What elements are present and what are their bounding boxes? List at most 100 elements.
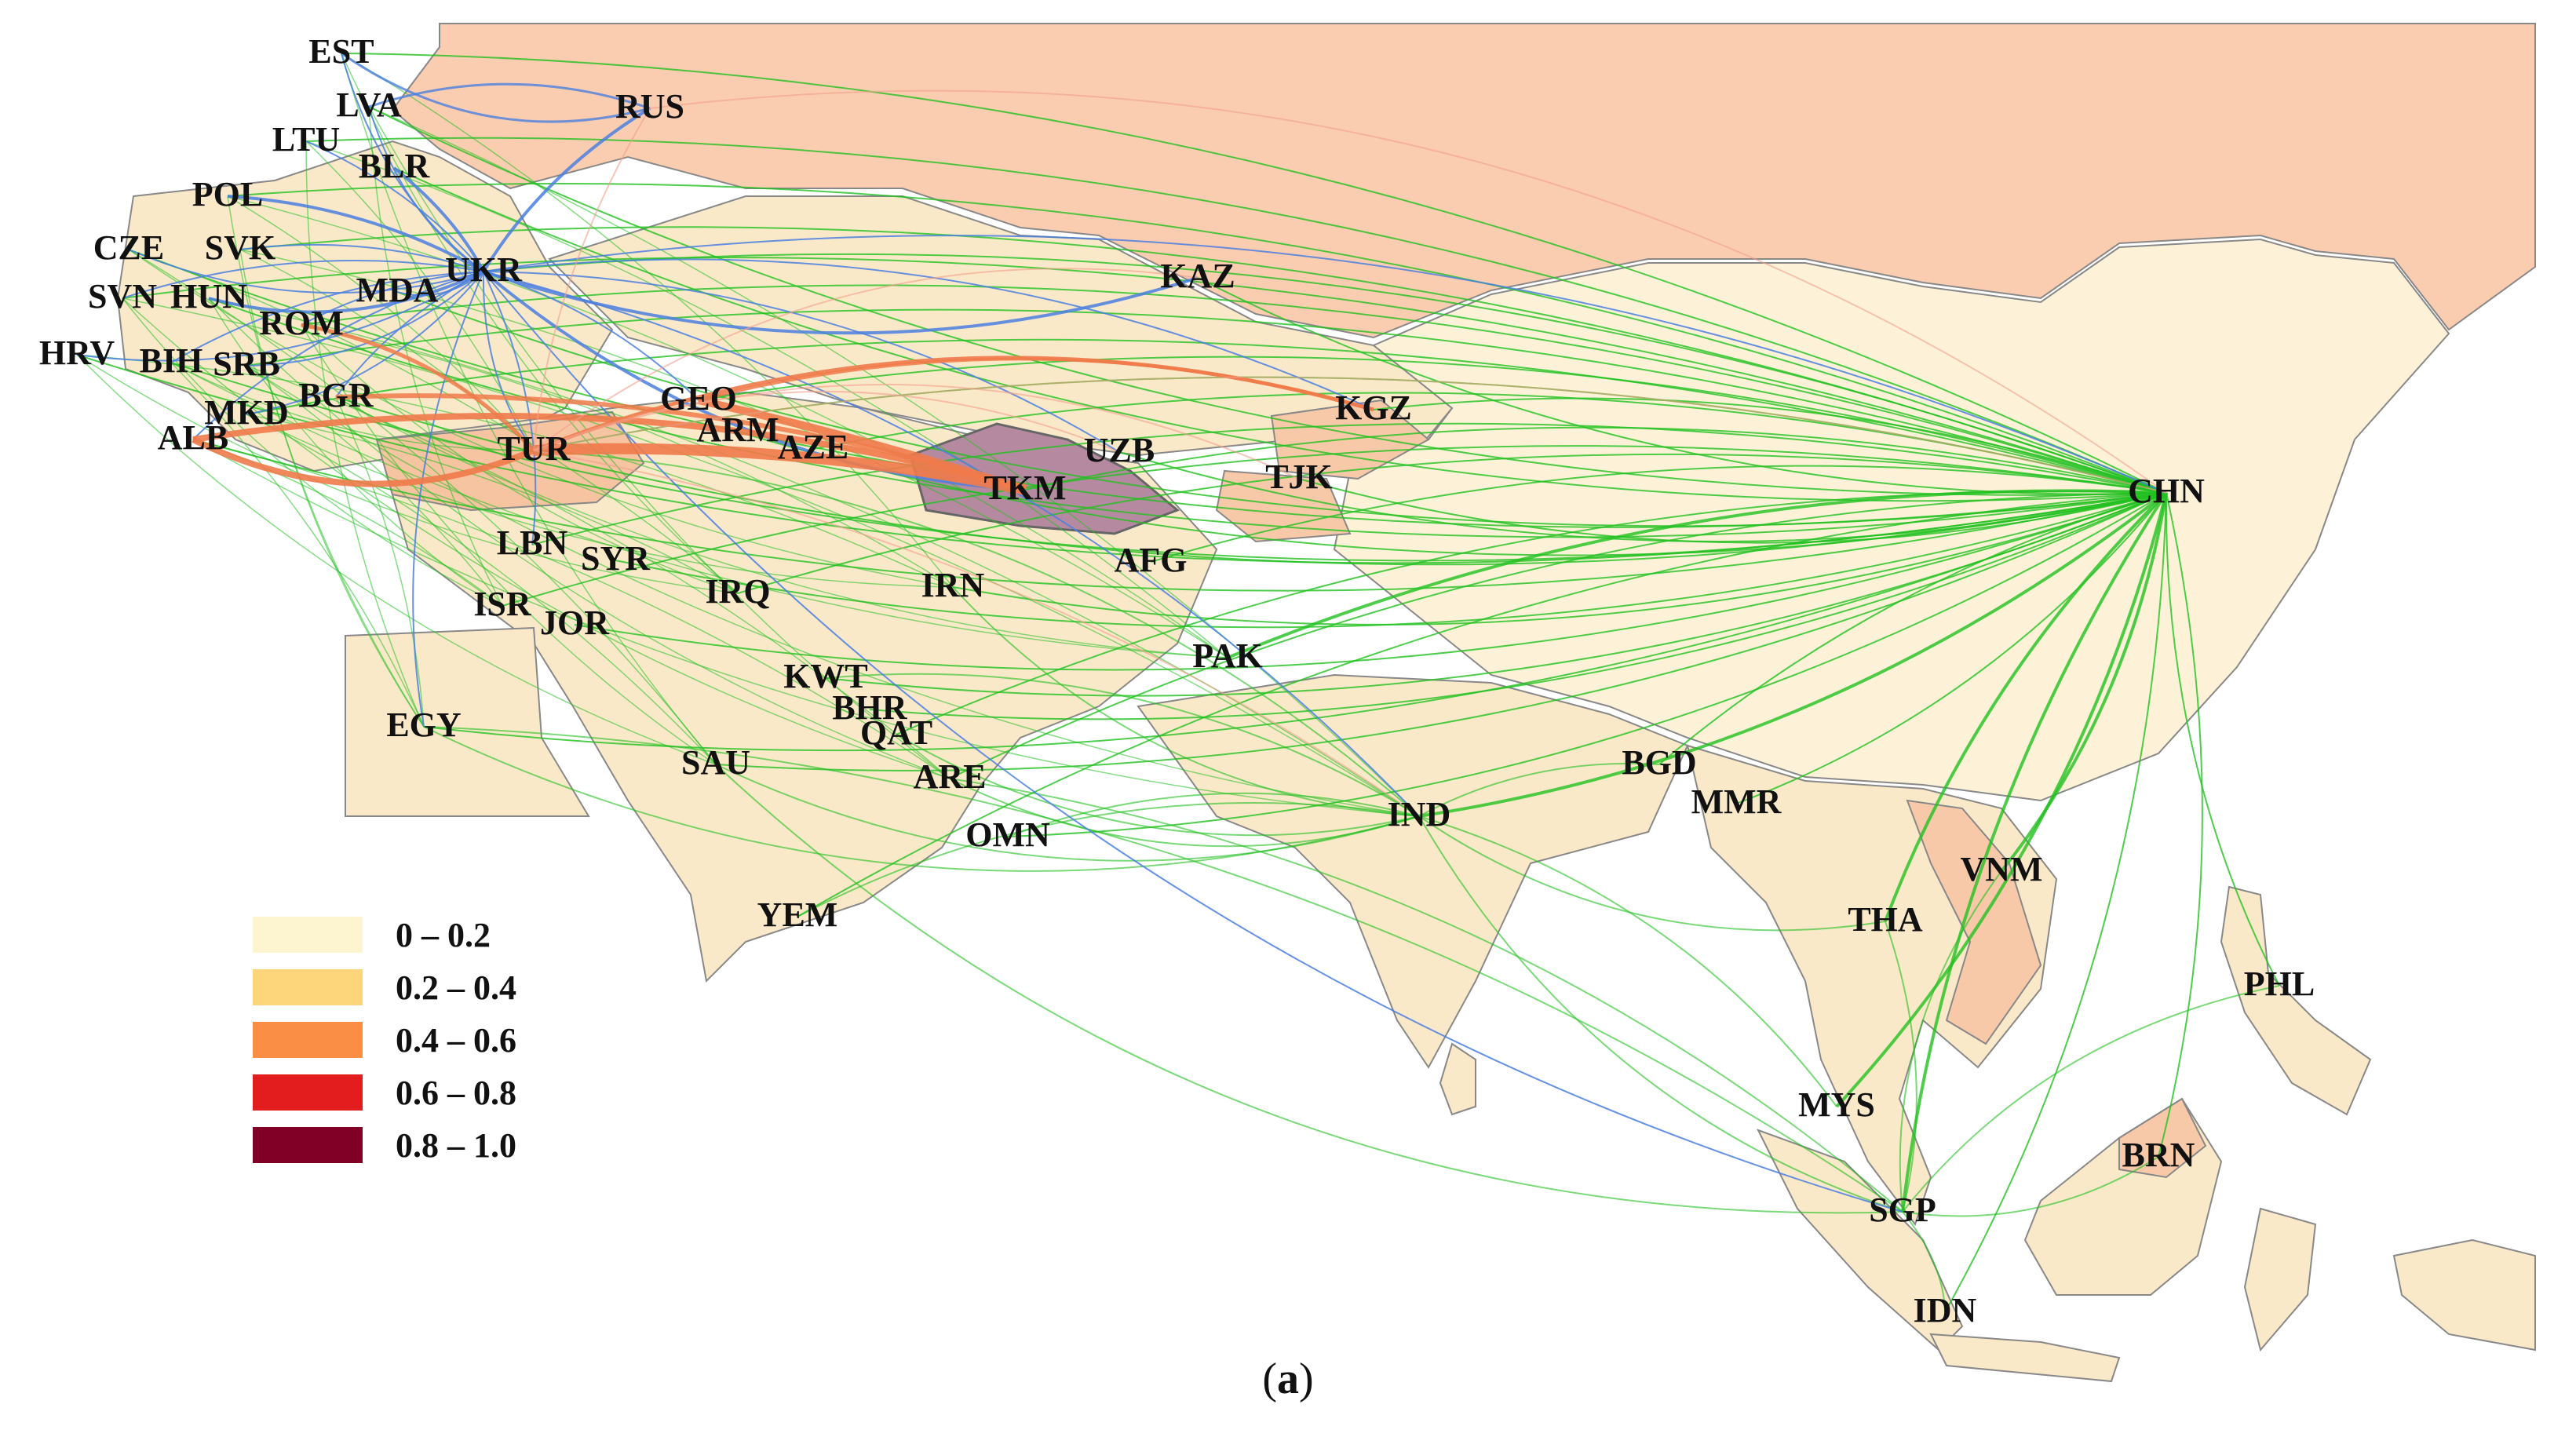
figure-caption: (a) [1262,1355,1314,1403]
flow-ukr-blr [392,166,485,272]
flow-chn-tha [1884,491,2168,922]
flow-chn-tkm [1024,426,2167,494]
flow-est-irn [341,53,954,588]
russia-region [391,23,2536,339]
country-label-arm: ARM [696,410,779,449]
legend-swatch-4 [253,1127,363,1163]
country-label-geo: GEO [660,379,737,418]
flow-chn-est [341,53,2167,494]
country-label-pol: POL [192,175,263,213]
country-label-syr: SYR [581,539,651,578]
country-label-svk: SVK [205,228,275,267]
flow-hun-ind [208,297,1420,817]
flow-chn-svn [122,257,2167,494]
flow-ukr-svk [239,243,484,272]
flow-cze-irn [128,249,954,588]
flow-chn-yem [797,492,2167,917]
flow-ukr-egy [412,271,484,728]
country-label-mmr: MMR [1691,782,1782,821]
flow-lva-isr [368,106,503,607]
flow-chn-uzb [1118,451,2167,542]
flow-ukr-bih [170,271,484,363]
flow-rus-est [341,52,651,123]
country-label-kaz: KAZ [1160,257,1235,295]
country-label-bih: BIH [140,341,203,380]
country-label-ukr: UKR [445,250,523,289]
country-label-srb: SRB [213,345,280,383]
legend: 0 – 0.2 0.2 – 0.4 0.4 – 0.6 0.6 – 0.8 0.8 – … [253,916,516,1165]
country-label-afg: AFG [1115,541,1188,579]
flow-chn-hun [208,297,2167,538]
flow-alb-ind [192,439,1420,817]
country-label-bgd: BGD [1622,743,1696,782]
flow-chn-omn [1007,492,2167,837]
flow-ukr-alb [192,271,484,440]
flow-sgp-are [949,778,1903,1213]
flow-sgp-tha [1885,921,1917,1213]
country-label-yem: YEM [757,895,838,934]
country-label-bgr: BGR [298,376,374,414]
flow-chn-rom [301,284,2167,494]
country-label-ind: IND [1388,795,1451,833]
legend-swatch-2 [253,1022,363,1058]
flow-chn-idn [1944,492,2167,1313]
flow-bgr-egy [335,396,425,728]
flow-tur-kaz [533,268,1199,451]
sulawesi-region [2243,1207,2317,1352]
flow-chn-ind [1418,491,2168,818]
flow-ukr-tur [482,271,535,451]
flow-chn-isr [502,445,2167,607]
flow-chn-mda [396,291,2167,527]
india-region [1137,673,1689,1069]
country-label-lbn: LBN [497,523,568,562]
flow-tur-chn [533,376,2167,494]
flow-tur-ind [533,450,1420,817]
flow-ukr-svn [122,259,484,299]
country-label-bhr: BHR [832,688,908,727]
flow-chn-vnm [2000,492,2168,873]
flow-ind-sgp [1418,815,1903,1213]
country-label-sau: SAU [681,743,750,782]
country-label-rus: RUS [615,87,684,126]
legend-label-2: 0.4 – 0.6 [396,1021,516,1060]
flow-chn-irn [952,492,2167,626]
flow-tur-rom [301,323,535,452]
country-label-aze: AZE [778,428,848,466]
legend-swatch-1 [253,969,363,1005]
kyrgyzstan-region [1270,399,1430,480]
flow-ukr-srb [246,271,484,367]
country-label-pak: PAK [1192,636,1263,675]
flow-bgr-pak [335,396,1228,658]
flow-chn-kwt [825,492,2167,697]
flow-tkm-bgr [335,393,1026,492]
country-label-egy: EGY [386,706,461,744]
country-label-irn: IRN [921,566,985,604]
flow-hrv-irn [76,354,954,588]
flow-chn-egy [423,492,2167,752]
flow-ind-irn [952,586,1420,817]
flow-ind-tur [533,450,1420,817]
flow-ind-kwt [825,673,1420,817]
flow-srb-ind [246,365,1420,817]
flow-chn-lva [368,106,2167,496]
flow-ukr-geo [483,271,699,401]
country-label-brn: BRN [2122,1136,2195,1174]
flow-arcs [76,52,2280,1313]
flow-ukr-tkm [482,270,1026,491]
flow-ukr-lbn [483,271,537,545]
flow-mkd-irq [246,414,739,594]
flow-ukr-kgz [483,258,1374,410]
flow-ltu-egy [305,140,425,728]
flow-ind-mys [1418,815,1837,1107]
flow-bih-pak [170,362,1228,658]
flow-tkm-alb [192,412,1027,493]
flow-ukr-chn [483,235,2167,494]
flow-pol-tur [227,195,535,451]
flow-chn-mys [1835,492,2168,1108]
egypt-region [345,626,590,817]
flow-ukr-rus [482,107,651,273]
flow-ind-bgd [1418,762,1660,817]
flow-sgp-brn [1902,1156,2159,1217]
flow-chn-kgz [1373,397,2167,494]
